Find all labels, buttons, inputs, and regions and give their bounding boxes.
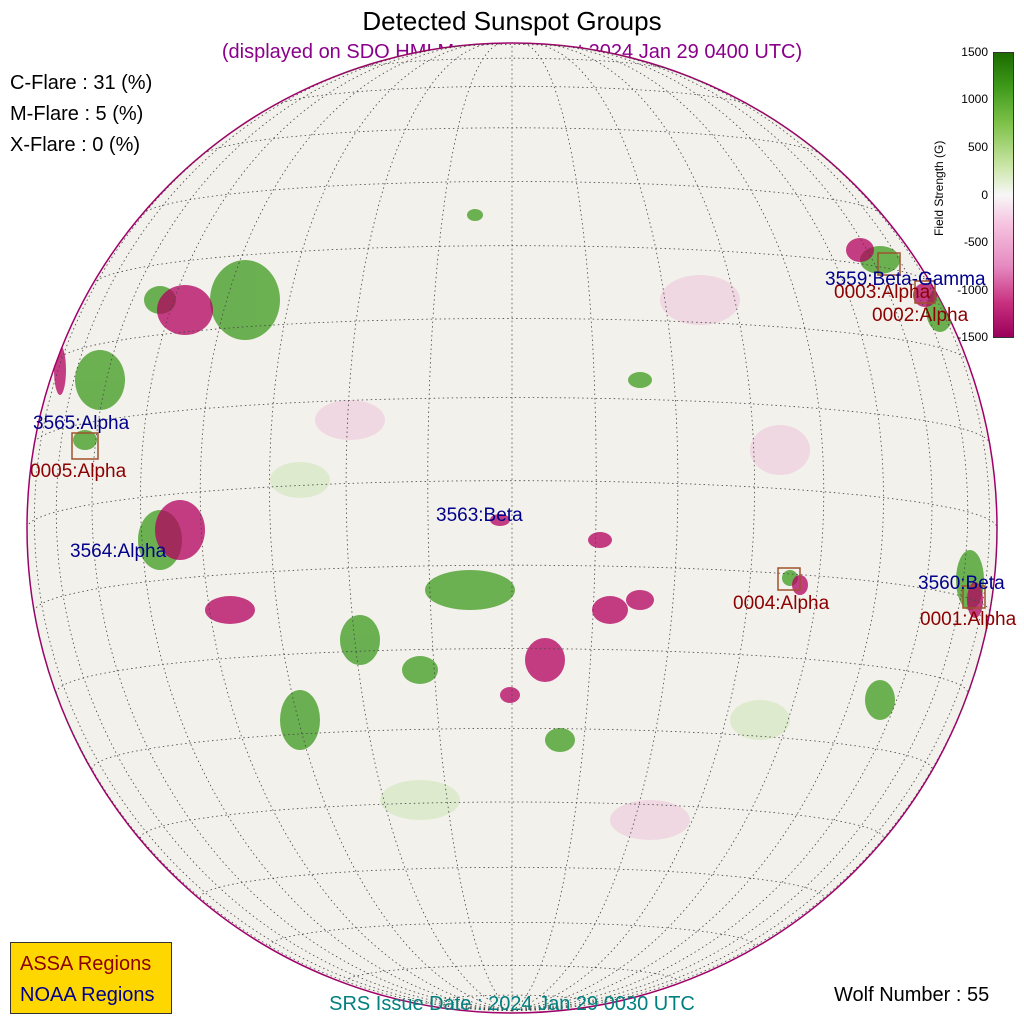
- wolf-number: Wolf Number : 55: [834, 984, 990, 1006]
- grid-line: [511, 50, 933, 1012]
- grid-line: [273, 85, 751, 107]
- noaa-region-label: 3559:Beta-Gamma: [825, 269, 986, 290]
- noaa-region-label: 3564:Alpha: [70, 541, 167, 562]
- colorbar-tick: 1000: [961, 92, 988, 106]
- colorbar-tick: -1500: [957, 330, 988, 344]
- noaa-region-label: 3560:Beta: [918, 573, 1005, 594]
- x-flare-probability: X-Flare : 0 (%): [10, 134, 141, 156]
- region-boxes: [71, 252, 986, 609]
- noaa-region-label: 3565:Alpha: [33, 413, 130, 434]
- heliographic-grid: [27, 43, 997, 1012]
- region-box: [877, 252, 901, 276]
- assa-region-label: 0003:Alpha: [834, 282, 931, 303]
- assa-region-label: 0005:Alpha: [30, 461, 127, 482]
- assa-region-label: 0001:Alpha: [920, 609, 1017, 630]
- magnetic-field-patches: [54, 209, 984, 840]
- legend-noaa-regions: NOAA Regions: [20, 984, 155, 1006]
- grid-line: [199, 44, 513, 1012]
- grid-line: [345, 43, 513, 1012]
- srs-issue-date: SRS Issue Date : 2024 Jan 29 0030 UTC: [329, 993, 695, 1015]
- region-legend: [10, 942, 172, 1014]
- legend-assa-regions: ASSA Regions: [20, 953, 152, 975]
- grid-line: [511, 44, 825, 1012]
- grid-line: [27, 527, 513, 1012]
- grid-line: [442, 44, 582, 49]
- grid-line: [427, 994, 597, 1004]
- grid-line: [57, 317, 967, 361]
- grid-line: [511, 59, 969, 1012]
- c-flare-probability: C-Flare : 31 (%): [10, 72, 153, 94]
- colorbar-tick: -500: [963, 235, 988, 249]
- grid-line: [511, 47, 884, 1012]
- grid-line: [511, 527, 997, 1012]
- region-box: [914, 280, 936, 304]
- colorbar-tick: 1500: [961, 45, 988, 59]
- grid-line: [91, 50, 513, 1012]
- grid-line: [427, 43, 513, 1012]
- colorbar-tick: 500: [967, 140, 988, 154]
- colorbar-tick: 0: [981, 188, 988, 202]
- grid-line: [34, 397, 990, 443]
- region-box: [71, 432, 99, 460]
- field-strength-colorbar: [993, 52, 1014, 338]
- region-box: [777, 567, 801, 591]
- grid-line: [140, 47, 513, 1012]
- noaa-region-label: 3563:Beta: [436, 505, 523, 526]
- colorbar-label: Field Strength (G): [932, 140, 946, 236]
- region-box: [962, 585, 986, 609]
- assa-region-label: 0004:Alpha: [733, 593, 830, 614]
- assa-region-label: 0002:Alpha: [872, 305, 969, 326]
- grid-line: [142, 181, 882, 215]
- map-title: Detected Sunspot Groups: [362, 6, 662, 36]
- m-flare-probability: M-Flare : 5 (%): [10, 103, 144, 125]
- grid-line: [511, 43, 597, 1012]
- grid-line: [55, 59, 513, 1012]
- grid-line: [199, 866, 825, 898]
- grid-line: [511, 43, 679, 1012]
- colorbar-tick: -1000: [957, 283, 988, 297]
